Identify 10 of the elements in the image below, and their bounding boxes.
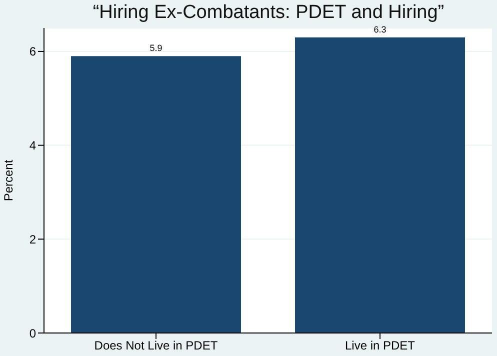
chart-title: “Hiring Ex-Combatants: PDET and Hiring” — [92, 2, 446, 24]
y-axis-title: Percent — [1, 159, 16, 202]
data-label: 6.3 — [374, 24, 386, 34]
y-tick-label: 4 — [29, 138, 36, 153]
x-tick-label: Live in PDET — [344, 338, 416, 353]
y-tick-label: 6 — [29, 44, 36, 59]
x-tick-label: Does Not Live in PDET — [94, 338, 218, 353]
data-label: 5.9 — [150, 43, 162, 54]
y-tick-label: 2 — [29, 232, 36, 246]
y-tick-label: 0 — [29, 326, 36, 340]
